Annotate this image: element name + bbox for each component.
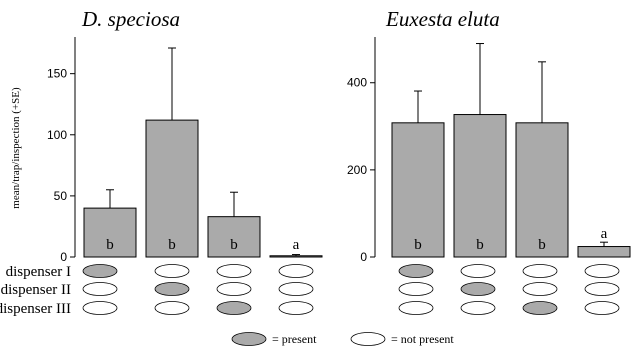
dispenser-absent-marker [278, 264, 314, 278]
left-significance-letter: b [230, 237, 238, 253]
legend-absent-label: = not present [391, 332, 454, 346]
dispenser-absent-marker [82, 282, 118, 296]
dispenser-absent-marker [398, 301, 434, 315]
left-significance-letter: b [106, 237, 114, 253]
dispenser-absent-marker [82, 301, 118, 315]
dispenser-present-marker [154, 282, 190, 296]
dispenser-matrix: dispenser I dispenser II dispenser III [0, 264, 620, 317]
left-significance-letter: a [293, 237, 300, 253]
dispenser-present-marker [398, 264, 434, 278]
dispenser-absent-marker [584, 282, 620, 296]
left-bar [269, 255, 323, 258]
left-y-tick-label: 0 [60, 250, 67, 264]
dispenser-absent-marker [154, 264, 190, 278]
right-bar [577, 246, 631, 258]
dispenser-absent-marker [278, 282, 314, 296]
dispenser-present-marker [460, 282, 496, 296]
right-chart-title: Euxesta eluta [385, 7, 500, 31]
dispenser-absent-marker [154, 301, 190, 315]
left-bar [83, 207, 137, 258]
dispenser-absent-marker [216, 282, 252, 296]
left-y-tick-label: 50 [54, 189, 68, 203]
left-chart: 0 50 100 150 b b b a [47, 37, 323, 264]
right-significance-letter: a [601, 226, 608, 242]
right-bar [515, 122, 569, 258]
right-bar [391, 122, 445, 258]
right-significance-letter: b [414, 237, 422, 253]
dispenser-absent-marker [216, 264, 252, 278]
right-significance-letter: b [476, 237, 484, 253]
right-significance-letter: b [538, 237, 546, 253]
dispenser-absent-marker [278, 301, 314, 315]
left-y-tick-label: 150 [47, 67, 67, 81]
dispenser-absent-marker [584, 264, 620, 278]
dispenser-row-label: dispenser II [1, 282, 71, 298]
right-y-tick-label: 400 [347, 76, 367, 90]
dispenser-row-label: dispenser III [0, 301, 71, 317]
y-axis-label: mean/trap/inspection (+SE) [10, 87, 22, 209]
legend-present-label: = present [272, 332, 317, 346]
right-bar [453, 114, 507, 258]
legend: = present = not present [231, 332, 454, 346]
right-y-tick-label: 200 [347, 163, 367, 177]
dispenser-present-marker [216, 301, 252, 315]
dispenser-absent-marker [460, 264, 496, 278]
dispenser-absent-marker [460, 301, 496, 315]
right-chart: 0 200 400 b b b a [347, 37, 631, 264]
legend-present-swatch [231, 332, 267, 346]
left-bar [145, 119, 199, 258]
left-y-tick-label: 100 [47, 128, 67, 142]
dispenser-absent-marker [398, 282, 434, 296]
left-significance-letter: b [168, 237, 176, 253]
dispenser-present-marker [522, 301, 558, 315]
dispenser-absent-marker [522, 282, 558, 296]
left-chart-title: D. speciosa [81, 7, 180, 31]
dispenser-absent-marker [522, 264, 558, 278]
dispenser-present-marker [82, 264, 118, 278]
dispenser-row-label: dispenser I [6, 264, 71, 280]
dispenser-absent-marker [584, 301, 620, 315]
right-y-tick-label: 0 [360, 250, 367, 264]
legend-absent-swatch [350, 332, 386, 346]
